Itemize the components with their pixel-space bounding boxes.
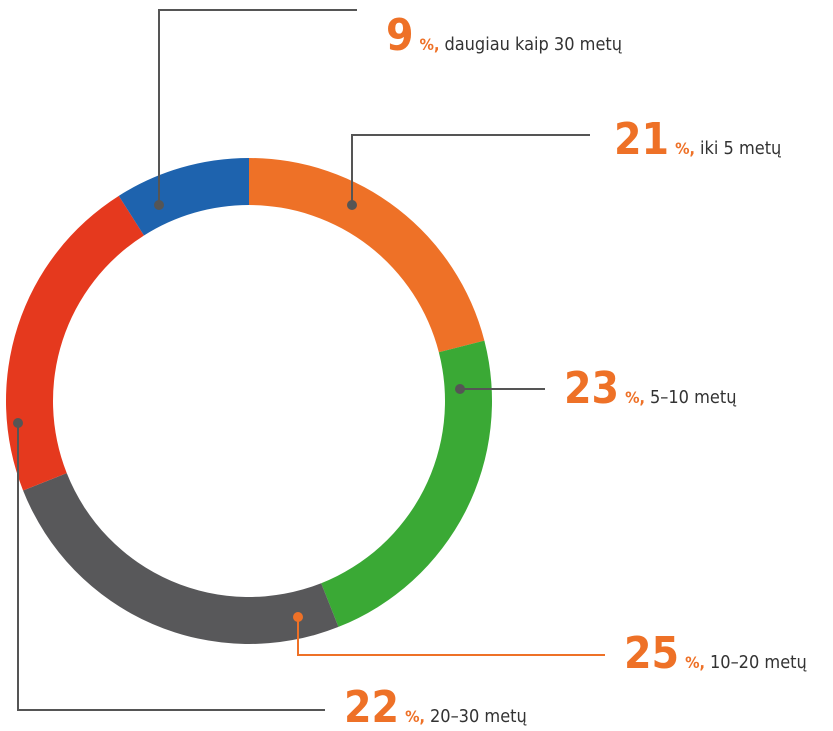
category-label: 10–20 metų xyxy=(710,652,807,673)
slice-label: 23%, 5–10 metų xyxy=(564,363,736,414)
category-label: 5–10 metų xyxy=(650,387,737,408)
donut-segment xyxy=(6,195,144,491)
leader-line xyxy=(351,134,590,205)
leader-dot xyxy=(455,384,465,394)
category-label: iki 5 metų xyxy=(700,138,781,159)
leader-dot xyxy=(347,200,357,210)
slice-label: 21%, iki 5 metų xyxy=(614,114,781,165)
unit-label: %, xyxy=(420,35,440,54)
value-label: 21 xyxy=(614,114,669,165)
value-label: 25 xyxy=(624,628,679,679)
donut-segment xyxy=(249,158,485,353)
slice-label: 25%, 10–20 metų xyxy=(624,628,807,679)
leader-dot xyxy=(293,612,303,622)
unit-label: %, xyxy=(405,707,425,726)
unit-label: %, xyxy=(625,388,645,407)
category-label: daugiau kaip 30 metų xyxy=(444,34,622,55)
leader-line xyxy=(158,9,357,205)
leader-line xyxy=(17,423,325,711)
donut-segment xyxy=(118,158,249,236)
slice-label: 22%, 20–30 metų xyxy=(344,682,527,731)
unit-label: %, xyxy=(675,139,695,158)
donut-segment xyxy=(321,340,492,627)
donut-segment xyxy=(23,473,339,644)
slice-label: 9%, daugiau kaip 30 metų xyxy=(386,10,622,61)
value-label: 22 xyxy=(344,682,399,731)
unit-label: %, xyxy=(685,653,705,672)
category-label: 20–30 metų xyxy=(430,706,527,727)
leader-dot xyxy=(154,200,164,210)
leader-line xyxy=(297,617,605,656)
value-label: 23 xyxy=(564,363,619,414)
leader-dot xyxy=(13,418,23,428)
value-label: 9 xyxy=(386,10,414,61)
